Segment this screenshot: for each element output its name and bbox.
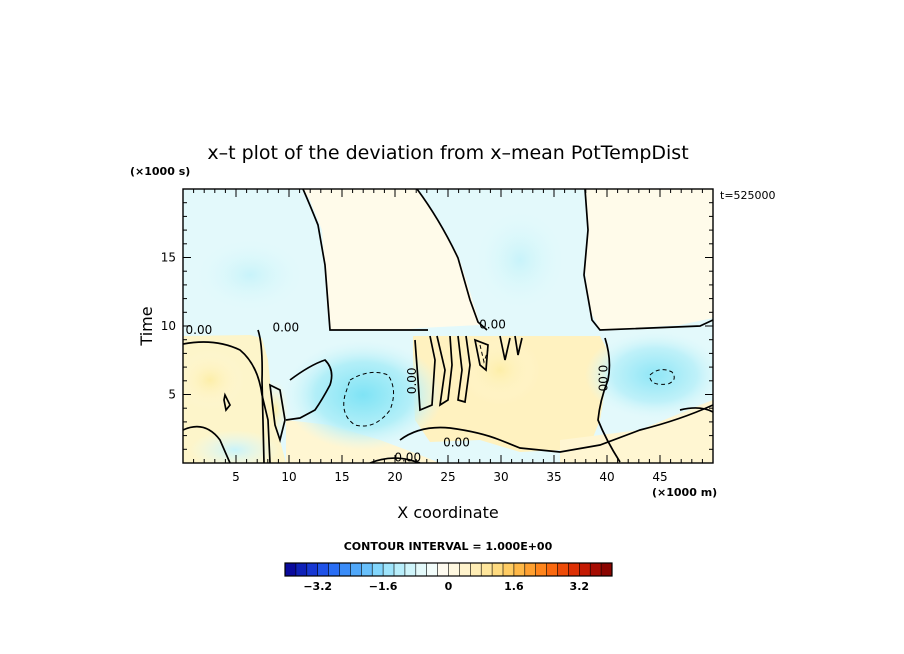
contour-zero-mid-left	[285, 359, 333, 421]
lower-cold-core-right	[585, 330, 713, 420]
colorbar-swatch	[470, 563, 482, 576]
contour-label: 0.00	[394, 451, 421, 465]
x-tick-label: 15	[334, 470, 349, 484]
colorbar-swatch	[535, 563, 547, 576]
x-axis: 5 10 15 20 25 30 35 40 45	[193, 189, 703, 484]
time-stamp: t=525000	[720, 189, 776, 202]
colorbar-swatch	[459, 563, 471, 576]
colorbar-swatch	[568, 563, 580, 576]
colorbar: −3.2 −1.6 0 1.6 3.2	[284, 562, 613, 593]
colorbar-swatch	[350, 563, 362, 576]
warm-blob	[183, 350, 245, 410]
colorbar-swatch	[339, 563, 351, 576]
contour-zero-vertical-6	[514, 335, 523, 356]
x-tick-label: 20	[387, 470, 402, 484]
contour-zero-bottom	[399, 404, 713, 453]
colorbar-swatch	[557, 563, 569, 576]
colorbar-swatch	[492, 563, 504, 576]
colorbar-swatch	[524, 563, 536, 576]
warm-blob	[460, 335, 540, 405]
colorbar-tick-label: −3.2	[303, 580, 332, 593]
y-unit-label: (×1000 s)	[130, 165, 190, 178]
contour-negative-mid	[479, 344, 489, 364]
colorbar-swatch	[415, 563, 427, 576]
colorbar-tick-label: −1.6	[369, 580, 398, 593]
contour-label: 0.00	[479, 318, 506, 332]
x-unit-label: (×1000 m)	[652, 486, 717, 499]
colorbar-swatch	[285, 563, 297, 576]
contour-negative-left	[343, 371, 394, 427]
x-tick-label: 25	[440, 470, 455, 484]
colorbar-swatch	[372, 563, 384, 576]
y-tick-label: 10	[161, 319, 176, 333]
contour-zero-right-mid	[597, 337, 621, 463]
contour-zero-left-inner	[257, 329, 265, 463]
colorbar-swatch	[361, 563, 373, 576]
contour-zero-vertical-5	[499, 335, 511, 361]
y-tick-label: 5	[168, 388, 176, 402]
contour-zero-upper-mid	[416, 189, 488, 331]
colorbar-swatch	[404, 563, 417, 576]
contour-lines	[183, 189, 713, 463]
y-axis-title: Time	[137, 306, 156, 346]
contour-zero-vertical-4	[473, 338, 489, 372]
cold-patch	[190, 430, 280, 463]
contour-zero-vertical-2	[436, 335, 453, 407]
colorbar-tick-label: 1.6	[504, 580, 524, 593]
contour-interval-label: CONTOUR INTERVAL = 1.000E+00	[344, 540, 553, 553]
contour-zero-left-arc	[183, 341, 271, 463]
x-tick-label: 30	[493, 470, 508, 484]
colorbar-swatch	[481, 563, 493, 576]
colorbar-swatch	[426, 563, 438, 576]
colorbar-swatch	[601, 563, 613, 576]
x-tick-label: 5	[232, 470, 240, 484]
upper-cold-patch	[190, 235, 310, 315]
contour-label: 0.00	[186, 323, 213, 337]
plot-area: 0.00 0.00 0.00 0.00 0.00 0.00 0.00	[183, 189, 713, 465]
contour-zero-vertical-1	[414, 335, 436, 412]
colorbar-swatch	[317, 563, 329, 576]
contour-zero-upper-right	[583, 189, 713, 331]
colorbar-swatch	[579, 563, 591, 576]
contour-zero-warm-finger	[268, 383, 286, 444]
colorbar-swatch	[448, 563, 460, 576]
y-tick-label: 15	[161, 251, 176, 265]
contour-label: 0.00	[443, 436, 470, 450]
colorbar-swatch	[383, 563, 395, 576]
colorbar-tick-label: 3.2	[570, 580, 590, 593]
contour-label: 0.00	[405, 367, 419, 394]
colorbar-swatch	[437, 563, 449, 576]
contour-zero-left-blob	[223, 392, 232, 412]
contour-zero-vertical-3	[457, 335, 471, 404]
colorbar-swatch	[328, 563, 340, 576]
upper-warm-right	[585, 189, 713, 330]
negative-contours	[343, 344, 675, 427]
x-tick-label: 35	[546, 470, 561, 484]
contour-label: 0.00	[272, 320, 299, 334]
colorbar-swatch	[590, 563, 602, 576]
y-axis: 5 10 15	[161, 202, 713, 450]
x-axis-title: X coordinate	[397, 503, 498, 522]
lower-cold-core-left	[283, 340, 443, 450]
contour-zero-right-lower	[679, 407, 713, 413]
colorbar-swatch	[503, 563, 515, 576]
colorbar-swatch	[513, 563, 526, 576]
x-tick-label: 45	[652, 470, 667, 484]
contour-label: 0.00	[596, 365, 610, 392]
contour-zero-left-lower	[183, 425, 231, 463]
contour-labels: 0.00 0.00 0.00 0.00 0.00 0.00 0.00	[186, 318, 610, 465]
x-tick-label: 10	[281, 470, 296, 484]
colorbar-swatch	[295, 563, 308, 576]
chart-title: x–t plot of the deviation from x–mean Po…	[207, 142, 688, 164]
colorbar-swatch	[394, 563, 406, 576]
colorbar-tick-label: 0	[445, 580, 453, 593]
upper-cold-patch	[470, 205, 570, 315]
upper-warm-left	[303, 189, 480, 330]
x-tick-label: 40	[599, 470, 614, 484]
contour-zero-upper-left	[302, 189, 428, 331]
colorbar-frame	[284, 562, 613, 577]
colorbar-swatch	[306, 563, 318, 576]
colorbar-swatch	[546, 563, 558, 576]
